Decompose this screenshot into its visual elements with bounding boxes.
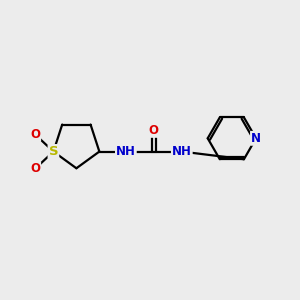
Text: O: O: [30, 162, 40, 175]
Text: NH: NH: [116, 145, 136, 158]
Text: N: N: [251, 132, 261, 145]
Text: S: S: [49, 145, 58, 158]
Text: O: O: [30, 128, 40, 141]
Text: O: O: [149, 124, 159, 137]
Text: NH: NH: [172, 145, 192, 158]
